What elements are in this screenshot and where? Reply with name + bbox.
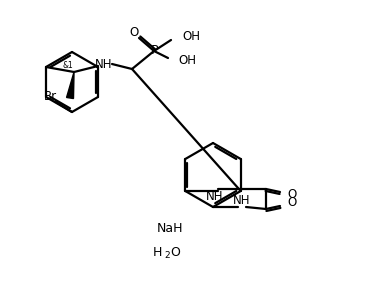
Text: O: O [130, 25, 139, 39]
Text: OH: OH [178, 55, 196, 67]
Text: H: H [153, 246, 162, 260]
Text: P: P [150, 44, 158, 58]
Text: O: O [287, 189, 296, 201]
Text: &1: &1 [63, 62, 73, 70]
Text: O: O [170, 246, 180, 260]
Text: NH: NH [233, 194, 251, 208]
Polygon shape [67, 72, 74, 98]
Text: O: O [287, 197, 296, 209]
Text: NH: NH [95, 58, 113, 70]
Text: Br: Br [43, 91, 57, 103]
Text: 2: 2 [164, 251, 170, 260]
Text: OH: OH [182, 29, 200, 43]
Text: NH: NH [206, 190, 223, 204]
Text: NaH: NaH [157, 222, 183, 234]
